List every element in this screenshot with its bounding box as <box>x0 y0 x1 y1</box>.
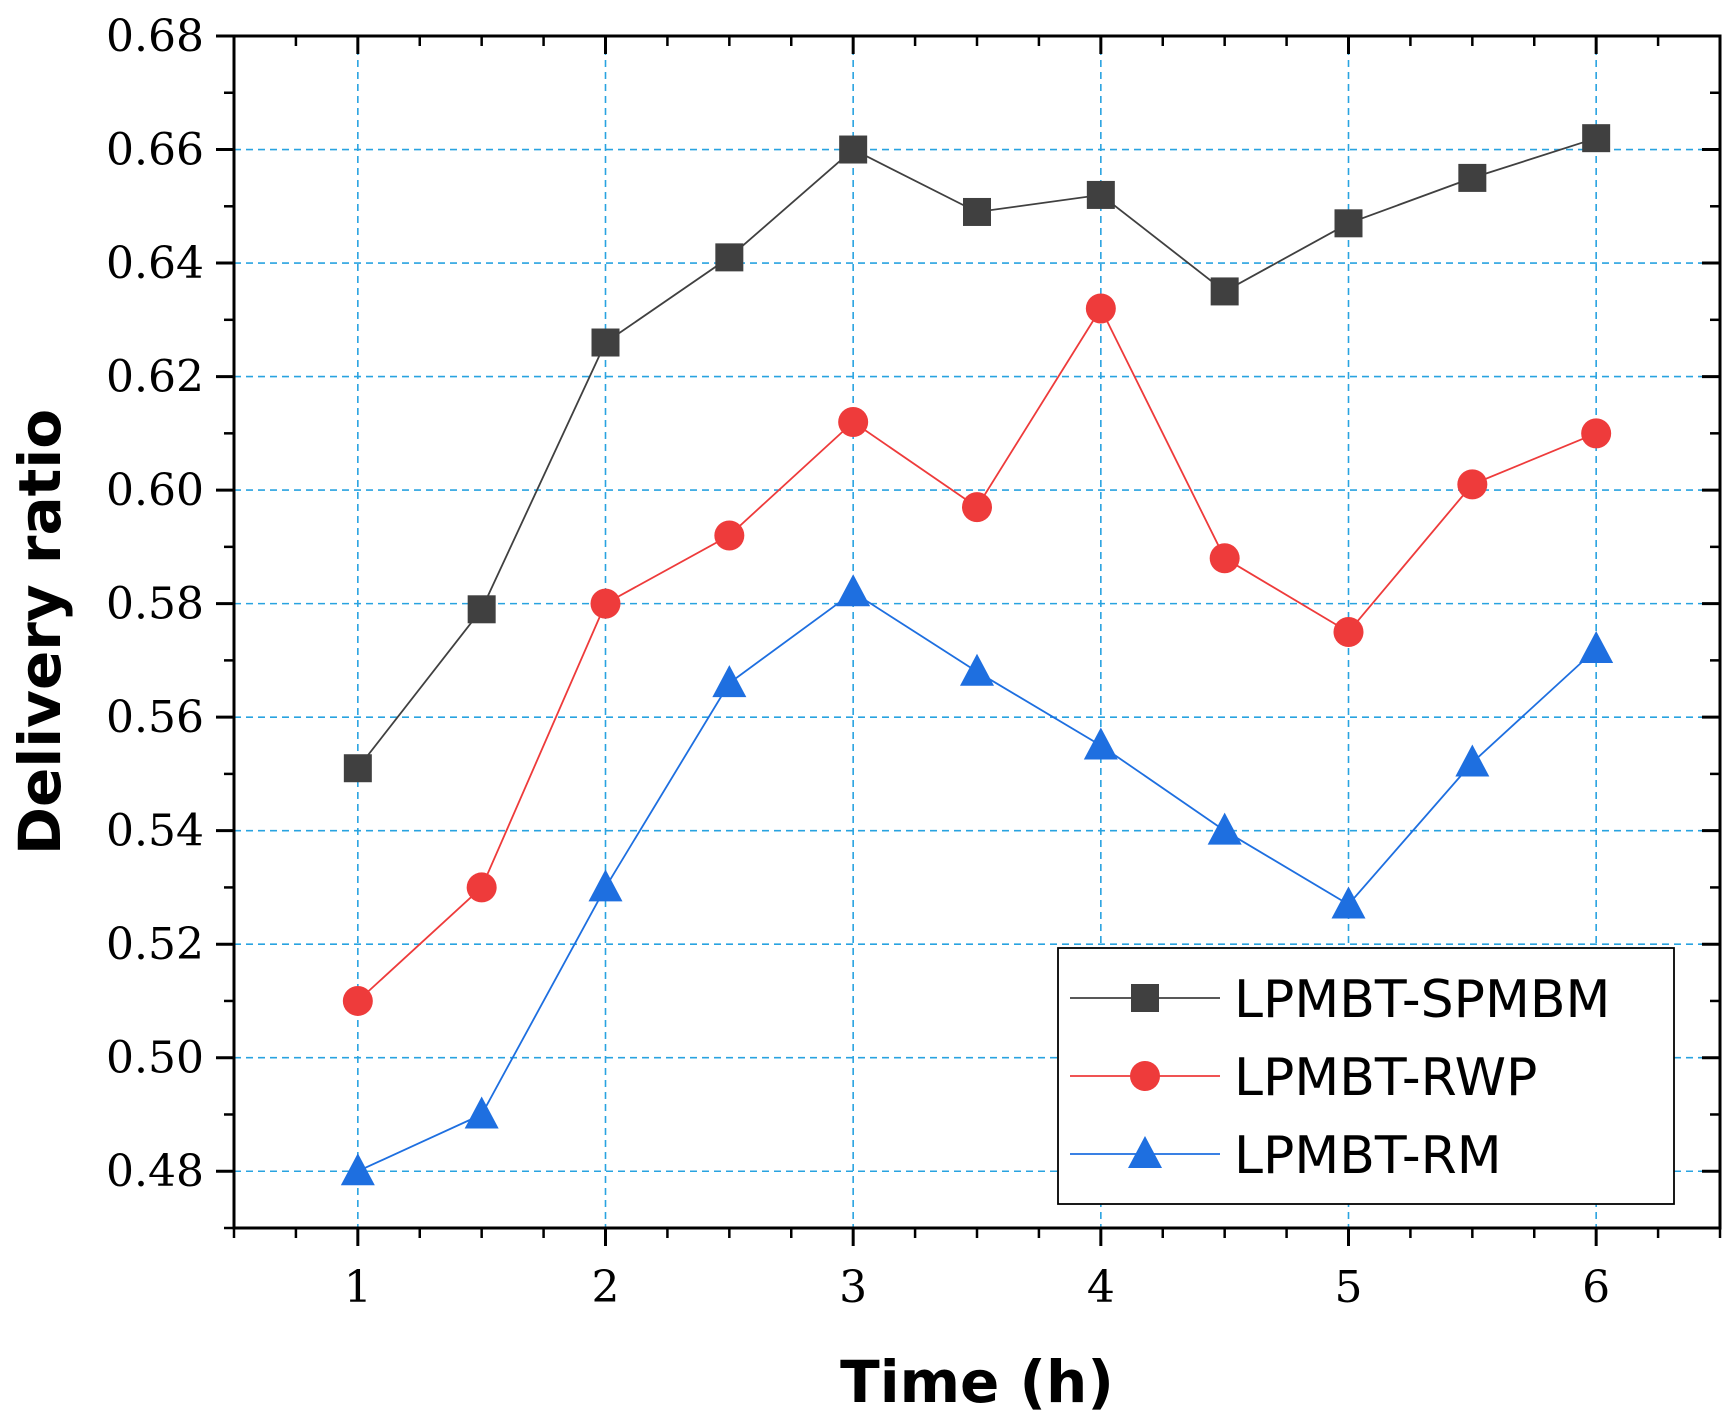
data-point <box>343 754 372 783</box>
data-point <box>1086 180 1115 209</box>
data-point <box>464 1096 499 1129</box>
legend-label: LPMBT-RM <box>1234 1126 1502 1186</box>
legend-label: LPMBT-SPMBM <box>1234 970 1610 1030</box>
legend-marker <box>1128 1136 1162 1168</box>
x-axis-title: Time (h) <box>840 1348 1114 1416</box>
y-tick-label: 0.66 <box>106 125 204 176</box>
y-tick-label: 0.60 <box>106 465 204 516</box>
data-point <box>839 135 868 164</box>
legend-item: LPMBT-RWP <box>1070 1048 1537 1108</box>
y-tick-label: 0.64 <box>106 238 204 289</box>
x-tick-label: 5 <box>1335 1262 1363 1313</box>
legend-label: LPMBT-RWP <box>1234 1048 1537 1108</box>
data-point <box>712 665 747 698</box>
data-point <box>342 985 373 1016</box>
data-point <box>836 574 871 607</box>
data-point <box>838 406 869 437</box>
y-tick-label: 0.58 <box>106 579 204 630</box>
x-tick-label: 1 <box>344 1262 372 1313</box>
data-point <box>715 243 744 272</box>
y-tick-label: 0.68 <box>106 11 204 62</box>
y-axis-title: Delivery ratio <box>6 409 74 855</box>
data-point <box>340 1153 375 1186</box>
legend-marker <box>1131 984 1159 1012</box>
series-lpmbt-spmbm <box>343 124 1611 783</box>
series <box>340 124 1614 1186</box>
y-tick-label: 0.54 <box>106 806 204 857</box>
plot-frame <box>232 34 1722 1230</box>
legend-item: LPMBT-SPMBM <box>1070 970 1610 1030</box>
minor-ticks <box>224 36 1722 1238</box>
data-point <box>1085 293 1116 324</box>
data-point <box>590 588 621 619</box>
x-tick-label: 2 <box>592 1262 620 1313</box>
data-point <box>1210 277 1239 306</box>
data-point <box>1334 209 1363 238</box>
y-tick-labels: 0.48 0.50 0.52 0.54 0.56 0.58 0.60 0.62 0.64 0.66… <box>106 11 204 1197</box>
y-tick-label: 0.52 <box>106 919 204 970</box>
data-point <box>1457 469 1488 500</box>
data-point <box>1455 744 1490 777</box>
data-point <box>591 328 620 357</box>
y-tick-label: 0.62 <box>106 352 204 403</box>
legend: LPMBT-SPMBM LPMBT-RWP LPMBT-RM <box>1057 947 1675 1205</box>
series-lpmbt-rwp <box>342 293 1612 1016</box>
legend-item: LPMBT-RM <box>1070 1126 1502 1186</box>
data-point <box>1083 727 1118 760</box>
y-tick-label: 0.56 <box>106 692 204 743</box>
data-point <box>1207 812 1242 845</box>
data-point <box>1458 163 1487 192</box>
y-tick-label: 0.50 <box>106 1033 204 1084</box>
data-point <box>466 872 497 903</box>
data-point <box>1331 886 1366 919</box>
data-point <box>1333 617 1364 647</box>
major-ticks <box>216 34 1720 1246</box>
data-point <box>467 595 496 624</box>
data-point <box>1581 418 1612 449</box>
series-lpmbt-rm <box>340 574 1614 1186</box>
data-point <box>714 520 745 551</box>
x-tick-label: 4 <box>1087 1262 1115 1313</box>
x-tick-label: 6 <box>1582 1262 1610 1313</box>
data-point <box>963 197 991 226</box>
legend-marker <box>1130 1061 1160 1091</box>
y-tick-label: 0.48 <box>106 1146 204 1197</box>
data-point <box>1209 543 1240 574</box>
data-point <box>960 653 994 686</box>
data-point <box>1579 631 1614 664</box>
data-point <box>588 869 623 902</box>
data-point <box>962 492 992 523</box>
x-tick-label: 3 <box>839 1262 867 1313</box>
x-tick-labels: 1 2 3 4 5 6 <box>344 1262 1610 1313</box>
data-point <box>1582 124 1611 153</box>
